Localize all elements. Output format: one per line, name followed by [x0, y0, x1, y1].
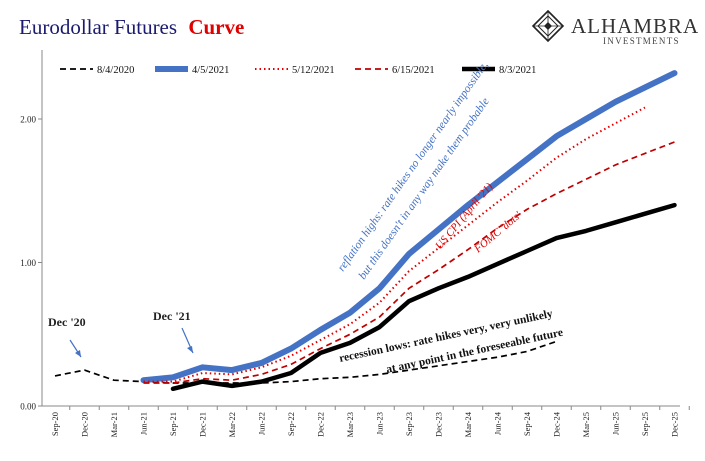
x-tick-label: Dec-22 [316, 412, 326, 437]
chart-title: Eurodollar Futures Curve [19, 15, 244, 39]
legend: 8/4/2020 4/5/2021 5/12/2021 6/15/2021 8/3/20… [60, 65, 536, 76]
chart-title-accent: Curve [188, 15, 244, 39]
series-line-4-5-2021 [140, 70, 678, 384]
chart-title-main: Eurodollar Futures [19, 15, 177, 39]
y-tick-label: 1.00 [20, 258, 36, 268]
series-line-8-3-2021 [170, 202, 677, 392]
legend-label: 5/12/2021 [292, 65, 335, 76]
y-tick-label: 2.00 [20, 115, 36, 125]
annotation-dec21: Dec '21 [153, 309, 191, 323]
x-tick-label: Dec-23 [434, 412, 444, 437]
x-tick-label: Mar-25 [581, 412, 591, 437]
x-tick-label: Dec-25 [670, 412, 680, 437]
series-layer [54, 70, 678, 392]
x-tick-label: Mar-21 [109, 412, 119, 437]
x-tick-label: Dec-21 [198, 412, 208, 437]
x-tick-label: Dec-20 [80, 412, 90, 437]
x-tick-label: Jun-25 [611, 412, 621, 435]
x-tick-label: Sep-22 [286, 412, 296, 436]
annotation-dec20: Dec '20 [48, 315, 86, 329]
x-tick-label: Mar-23 [345, 412, 355, 437]
x-ticks: Sep-20 Dec-20 Mar-21 Jun-21 Sep-21 Dec-21 Mar-… [50, 406, 690, 437]
x-tick-label: Jun-21 [139, 412, 149, 435]
x-tick-label: Dec-24 [552, 411, 562, 437]
x-tick-label: Sep-25 [640, 412, 650, 436]
alhambra-logo: ALHAMBRA INVESTMENTS [531, 9, 699, 46]
logo-sub: INVESTMENTS [603, 36, 680, 46]
x-tick-label: Sep-24 [522, 411, 532, 436]
annotation-reflation-line1: reflation highs: rate hikes no longer ne… [336, 59, 491, 273]
legend-label: 4/5/2021 [192, 65, 229, 76]
y-ticks: 0.00 1.00 2.00 [20, 115, 42, 412]
series-line-8-4-2020 [54, 340, 557, 384]
x-tick-label: Sep-20 [50, 412, 60, 436]
series-line-6-15-2021 [143, 141, 675, 384]
annotation-reflation-line2: but this doesn't in any way make them pr… [357, 96, 492, 282]
x-tick-label: Jun-22 [257, 412, 267, 435]
annotation-dec20-arrowhead [75, 350, 81, 357]
x-tick-label: Sep-21 [168, 412, 178, 436]
legend-label: 8/3/2021 [499, 65, 536, 76]
annotation-dec21-arrowhead [187, 346, 193, 353]
y-tick-label: 0.00 [20, 402, 36, 412]
x-tick-label: Sep-23 [404, 412, 414, 436]
legend-label: 8/4/2020 [97, 65, 134, 76]
x-tick-label: Jun-23 [375, 412, 385, 435]
x-tick-label: Jun-24 [493, 411, 503, 435]
x-tick-label: Mar-24 [463, 411, 473, 437]
logo-name: ALHAMBRA [571, 14, 699, 38]
annotations: Dec '20 Dec '21 reflation highs: rate hi… [48, 59, 564, 376]
x-tick-label: Mar-22 [227, 412, 237, 437]
legend-label: 6/15/2021 [392, 65, 435, 76]
